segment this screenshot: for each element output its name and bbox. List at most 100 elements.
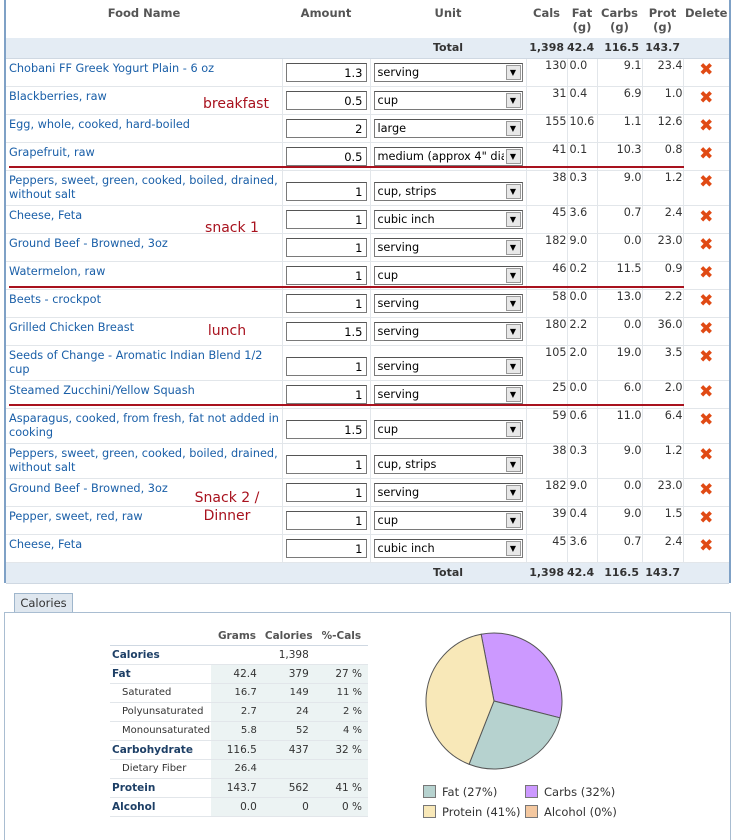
food-name-link[interactable]: Grilled Chicken Breast (9, 321, 135, 334)
delete-icon[interactable]: ✖ (699, 508, 714, 528)
col-unit[interactable]: Unit (434, 6, 462, 20)
snack2-annotation: Snack 2 / Dinner (194, 490, 260, 524)
delete-icon[interactable]: ✖ (699, 382, 714, 402)
delete-icon[interactable]: ✖ (699, 319, 714, 339)
food-name-link[interactable]: Ground Beef - Browned, 3oz (9, 237, 168, 250)
unit-select[interactable]: cup ▼ (373, 511, 523, 530)
food-row: Seeds of Change - Aromatic Indian Blend … (6, 345, 729, 381)
amount-input[interactable] (285, 322, 367, 341)
food-name-link[interactable]: Watermelon, raw (9, 265, 106, 278)
amount-input[interactable] (285, 266, 367, 285)
col-amount[interactable]: Amount (300, 6, 352, 20)
delete-icon[interactable]: ✖ (699, 410, 714, 430)
amount-input[interactable] (285, 147, 367, 166)
food-name-link[interactable]: Blackberries, raw (9, 90, 107, 103)
chevron-down-icon[interactable]: ▼ (505, 387, 521, 402)
chevron-down-icon[interactable]: ▼ (505, 268, 521, 283)
food-name-link[interactable]: Seeds of Change - Aromatic Indian Blend … (9, 349, 263, 376)
amount-input[interactable] (285, 294, 367, 313)
unit-select[interactable]: medium (approx 4" dia ▼ (373, 147, 523, 166)
nutrient-calories: 24 (262, 702, 315, 722)
unit-select[interactable]: cubic inch ▼ (373, 539, 523, 558)
unit-select[interactable]: cup ▼ (373, 91, 523, 110)
unit-select[interactable]: cup ▼ (373, 420, 523, 439)
delete-icon[interactable]: ✖ (699, 88, 714, 108)
chevron-down-icon[interactable]: ▼ (505, 457, 521, 472)
unit-select[interactable]: serving ▼ (373, 63, 523, 82)
food-row: Peppers, sweet, green, cooked, boiled, d… (6, 443, 729, 479)
food-name-link[interactable]: Grapefruit, raw (9, 146, 95, 159)
delete-icon[interactable]: ✖ (699, 172, 714, 192)
prot-value: 2.2 (642, 289, 684, 318)
food-name-link[interactable]: Cheese, Feta (9, 209, 83, 222)
chevron-down-icon[interactable]: ▼ (505, 121, 521, 136)
unit-select[interactable]: cup ▼ (373, 266, 523, 285)
amount-input[interactable] (285, 420, 367, 439)
delete-icon[interactable]: ✖ (699, 207, 714, 227)
chevron-down-icon[interactable]: ▼ (505, 212, 521, 227)
unit-select[interactable]: serving ▼ (373, 483, 523, 502)
prot-value: 3.5 (642, 345, 684, 381)
chevron-down-icon[interactable]: ▼ (505, 485, 521, 500)
amount-input[interactable] (285, 455, 367, 474)
col-prot[interactable]: Prot (g) (648, 6, 677, 34)
chevron-down-icon[interactable]: ▼ (505, 513, 521, 528)
unit-select[interactable]: large ▼ (373, 119, 523, 138)
col-food-name[interactable]: Food Name (107, 6, 181, 20)
unit-select[interactable]: cup, strips ▼ (373, 455, 523, 474)
unit-value: serving (377, 325, 420, 338)
chevron-down-icon[interactable]: ▼ (505, 541, 521, 556)
col-carbs[interactable]: Carbs (g) (601, 6, 638, 34)
chevron-down-icon[interactable]: ▼ (505, 296, 521, 311)
chevron-down-icon[interactable]: ▼ (505, 149, 521, 164)
unit-select[interactable]: cup, strips ▼ (373, 182, 523, 201)
delete-icon[interactable]: ✖ (699, 263, 714, 283)
col-cals[interactable]: Cals (533, 6, 560, 20)
amount-input[interactable] (285, 119, 367, 138)
amount-input[interactable] (285, 483, 367, 502)
delete-icon[interactable]: ✖ (699, 536, 714, 556)
unit-select[interactable]: cubic inch ▼ (373, 210, 523, 229)
delete-icon[interactable]: ✖ (699, 116, 714, 136)
delete-icon[interactable]: ✖ (699, 480, 714, 500)
unit-select[interactable]: serving ▼ (373, 357, 523, 376)
food-name-link[interactable]: Pepper, sweet, red, raw (9, 510, 143, 523)
tab-calories[interactable]: Calories (14, 593, 73, 613)
food-name-link[interactable]: Chobani FF Greek Yogurt Plain - 6 oz (9, 62, 215, 75)
amount-input[interactable] (285, 238, 367, 257)
amount-input[interactable] (285, 91, 367, 110)
amount-input[interactable] (285, 539, 367, 558)
unit-select[interactable]: serving ▼ (373, 294, 523, 313)
chevron-down-icon[interactable]: ▼ (505, 324, 521, 339)
delete-icon[interactable]: ✖ (699, 235, 714, 255)
food-name-link[interactable]: Beets - crockpot (9, 293, 102, 306)
chevron-down-icon[interactable]: ▼ (505, 184, 521, 199)
amount-input[interactable] (285, 63, 367, 82)
amount-input[interactable] (285, 385, 367, 404)
unit-select[interactable]: serving ▼ (373, 322, 523, 341)
chevron-down-icon[interactable]: ▼ (505, 359, 521, 374)
delete-icon[interactable]: ✖ (699, 445, 714, 465)
food-name-link[interactable]: Egg, whole, cooked, hard-boiled (9, 118, 190, 131)
amount-input[interactable] (285, 357, 367, 376)
food-name-link[interactable]: Cheese, Feta (9, 538, 83, 551)
amount-input[interactable] (285, 511, 367, 530)
food-name-link[interactable]: Peppers, sweet, green, cooked, boiled, d… (9, 174, 278, 201)
unit-select[interactable]: serving ▼ (373, 385, 523, 404)
delete-icon[interactable]: ✖ (699, 144, 714, 164)
amount-input[interactable] (285, 182, 367, 201)
food-name-link[interactable]: Steamed Zucchini/Yellow Squash (9, 384, 195, 397)
food-name-link[interactable]: Asparagus, cooked, from fresh, fat not a… (9, 412, 279, 439)
chevron-down-icon[interactable]: ▼ (505, 422, 521, 437)
chevron-down-icon[interactable]: ▼ (505, 93, 521, 108)
food-name-link[interactable]: Peppers, sweet, green, cooked, boiled, d… (9, 447, 278, 474)
delete-icon[interactable]: ✖ (699, 347, 714, 367)
amount-input[interactable] (285, 210, 367, 229)
delete-icon[interactable]: ✖ (699, 291, 714, 311)
chevron-down-icon[interactable]: ▼ (505, 65, 521, 80)
chevron-down-icon[interactable]: ▼ (505, 240, 521, 255)
delete-icon[interactable]: ✖ (699, 60, 714, 80)
food-name-link[interactable]: Ground Beef - Browned, 3oz (9, 482, 168, 495)
col-fat[interactable]: Fat (g) (571, 6, 593, 34)
unit-select[interactable]: serving ▼ (373, 238, 523, 257)
